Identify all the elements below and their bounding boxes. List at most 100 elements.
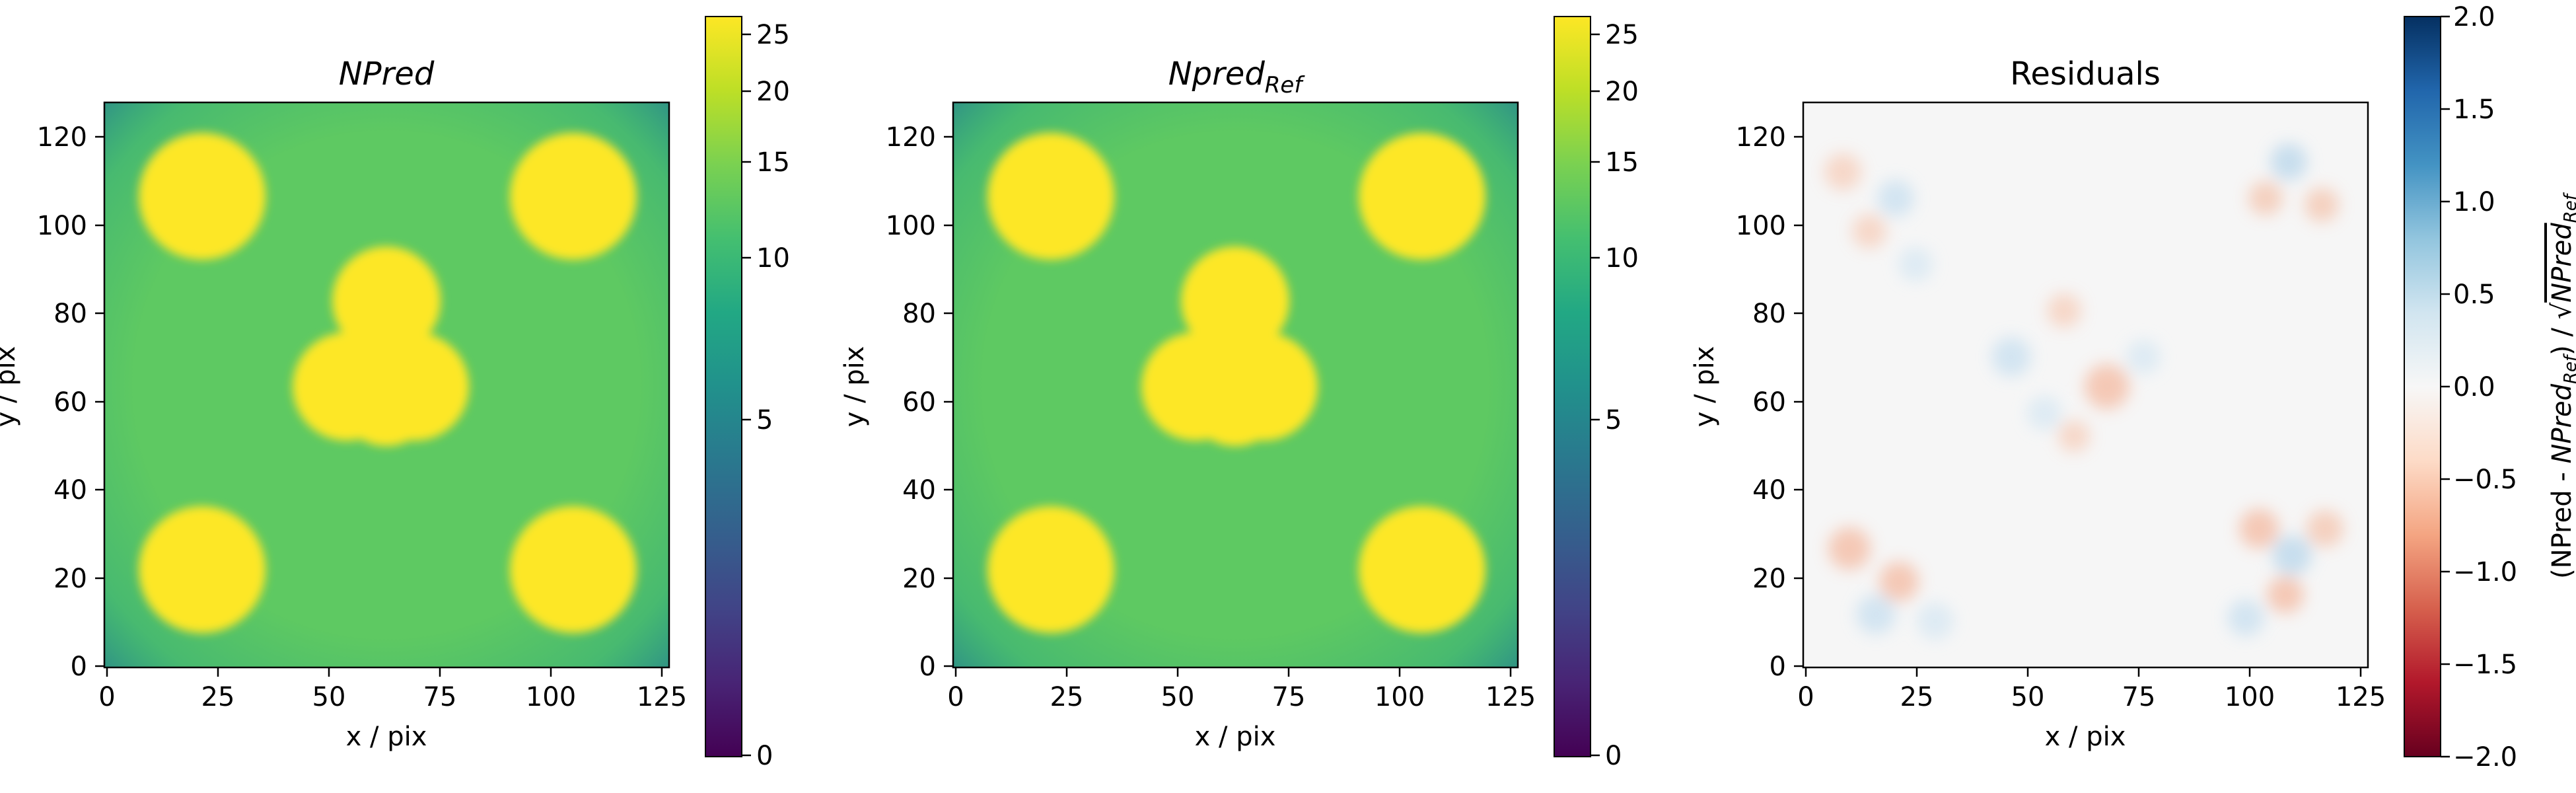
colorbar-tick-label: 0	[756, 741, 773, 771]
y-tick-label: 120	[37, 122, 87, 153]
y-tick-label: 20	[1752, 564, 1786, 594]
panel-title-residuals: Residuals	[2010, 56, 2161, 93]
source-blob	[987, 506, 1114, 633]
colorbar-tick-label: 10	[1605, 243, 1639, 274]
residual-blob	[2270, 143, 2307, 180]
x-tick-label: 0	[1797, 682, 1814, 712]
x-tick-label: 25	[1900, 682, 1934, 712]
source-blob	[510, 506, 637, 633]
residual-blob	[1991, 337, 2031, 377]
y-tick-label: 0	[71, 652, 87, 682]
x-tick-label: 50	[312, 682, 346, 712]
residual-blob	[2305, 188, 2339, 222]
x-tick-label: 75	[1272, 682, 1306, 712]
x-tick-label: 50	[1161, 682, 1195, 712]
residual-blob	[1852, 214, 1886, 248]
panel-title-npred: NPred	[339, 56, 435, 93]
residual-blob	[1879, 562, 1919, 601]
colorbar-tick-label: 20	[756, 77, 790, 107]
y-tick-label: 100	[1736, 211, 1786, 241]
source-blob	[139, 133, 266, 260]
source-blobs	[139, 133, 637, 633]
y-tick-label: 80	[54, 299, 87, 329]
y-tick-label: 60	[902, 387, 936, 418]
y-tick-label: 80	[902, 299, 936, 329]
residual-blob	[2126, 340, 2161, 374]
source-blob	[987, 133, 1114, 260]
panel-title-npred-ref: NpredRef	[1168, 56, 1306, 98]
residual-blob	[1824, 153, 1861, 190]
colorbar-tick-label: 15	[756, 147, 790, 178]
colorbar-label-mid: ) / √	[2547, 302, 2576, 356]
title-subscript: Ref	[1265, 72, 1306, 98]
colorbar-tick-label: −0.5	[2453, 465, 2517, 495]
colorbar-tick-label: 0	[1605, 741, 1622, 771]
source-blobs	[987, 133, 1485, 633]
y-tick-label: 80	[1752, 299, 1786, 329]
residual-blob	[2267, 576, 2304, 613]
colorbar-label-ref2: NPred	[2547, 223, 2576, 303]
colorbar-label: (NPred - NPredRef) / √NPredRef	[2547, 192, 2576, 579]
source-blob	[1181, 246, 1289, 355]
x-tick-label: 100	[1375, 682, 1425, 712]
colorbar-tick-label: 5	[756, 405, 773, 435]
y-tick-label: 100	[886, 211, 936, 241]
y-tick-label: 100	[37, 211, 87, 241]
y-tick-label: 60	[1752, 387, 1786, 418]
y-tick-label: 0	[1770, 652, 1786, 682]
residual-blob	[1917, 603, 1954, 640]
residual-blob	[2248, 181, 2283, 215]
panel-npred: NPred 0 25 50	[0, 16, 790, 771]
x-tick-label: 125	[637, 682, 687, 712]
y-axis-residuals: 0 20 40 60 80 100 120 y / pix	[1690, 122, 1803, 682]
residual-blob	[2085, 364, 2129, 409]
colorbar-tick-label: 25	[1605, 20, 1639, 50]
panel-residuals: Residuals	[1690, 2, 2576, 773]
y-tick-label: 120	[1736, 122, 1786, 153]
axes-frame	[1802, 101, 2369, 669]
x-axis-npred-ref: 0 25 50 75 100 125 x / pix	[947, 667, 1536, 752]
source-blob	[139, 506, 266, 633]
axes-frame	[952, 101, 1519, 669]
x-tick-label: 0	[947, 682, 964, 712]
y-axis-npred-ref: 0 20 40 60 80 100 120 y / pix	[840, 122, 953, 682]
colorbar-label-sub: Ref	[2561, 353, 2576, 384]
x-tick-label: 100	[526, 682, 576, 712]
residual-blob	[2239, 509, 2279, 548]
colorbar-tick-label: 1.0	[2453, 187, 2495, 217]
x-axis-npred: 0 25 50 75 100 125 x / pix	[98, 667, 687, 752]
colorbar-tick-label: 20	[1605, 77, 1639, 107]
x-tick-label: 50	[2011, 682, 2045, 712]
heatmap-residuals	[1802, 101, 2369, 669]
residual-features	[1824, 143, 2343, 640]
colorbar-gradient	[1554, 16, 1591, 757]
title-main: Npred	[1168, 56, 1266, 93]
colorbar-tick-label: 25	[756, 20, 790, 50]
heatmap-npred-ref	[952, 101, 1519, 669]
source-blob	[332, 246, 441, 355]
residual-blob	[2058, 420, 2090, 452]
colorbar-tick-label: 0.5	[2453, 280, 2495, 310]
colorbar-tick-label: 1.5	[2453, 94, 2495, 125]
colorbar-tick-label: −1.0	[2453, 557, 2517, 587]
y-axis-npred: 0 20 40 60 80 100 120 y / pix	[0, 122, 104, 682]
panel-npred-ref: NpredRef 0 25 50	[840, 16, 1639, 771]
x-tick-label: 0	[98, 682, 115, 712]
residual-blob	[2272, 535, 2312, 575]
x-tick-label: 25	[201, 682, 235, 712]
colorbar-npred-ref: 0 5 10 15 20 25	[1554, 16, 1639, 771]
residual-blob	[2227, 599, 2264, 636]
source-blob	[1359, 133, 1485, 260]
colorbar-npred: 0 5 10 15 20 25	[705, 16, 790, 771]
colorbar-residuals: 2.0 1.5 1.0 0.5 0.0 −0.5 −1.0 −1.5 −2.0 …	[2404, 2, 2576, 773]
y-tick-label: 40	[54, 475, 87, 506]
colorbar-tick-label: 0.0	[2453, 372, 2495, 402]
residual-blob	[2307, 510, 2343, 547]
x-axis-residuals: 0 25 50 75 100 125 x / pix	[1797, 667, 2386, 752]
residual-blob	[1877, 180, 1914, 217]
y-axis-label: y / pix	[1690, 346, 1720, 428]
y-tick-label: 60	[54, 387, 87, 418]
residual-blob	[2047, 293, 2081, 328]
residual-blob	[1856, 595, 1896, 634]
